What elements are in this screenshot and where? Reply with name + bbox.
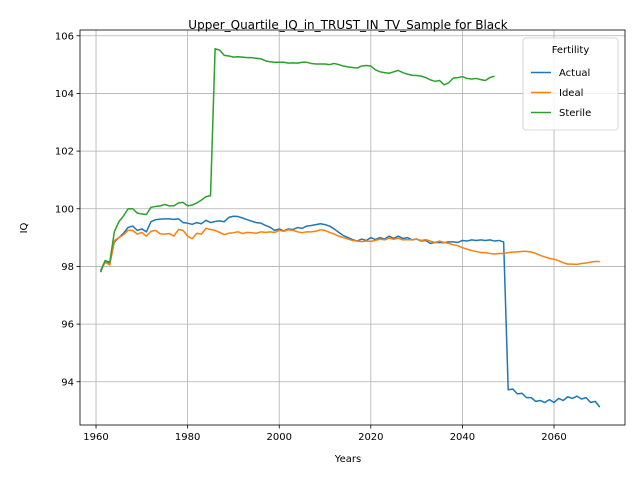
x-tick-label: 2000 <box>266 432 291 443</box>
y-tick-label: 102 <box>55 147 74 158</box>
x-tick-label: 1960 <box>83 432 108 443</box>
y-tick-label: 94 <box>61 377 74 388</box>
x-axis-ticks: 1960 1980 2000 2020 2040 2060 <box>83 425 567 443</box>
legend-label-sterile: Sterile <box>559 108 591 119</box>
legend-title: Fertility <box>552 45 590 56</box>
y-tick-label: 104 <box>55 89 74 100</box>
y-axis-ticks: 94 96 98 100 102 104 106 <box>55 31 80 388</box>
plot-lines <box>99 47 601 408</box>
x-tick-label: 1980 <box>175 432 200 443</box>
legend: Fertility Actual Ideal Sterile <box>522 37 619 131</box>
plot-frame <box>79 29 626 426</box>
x-tick-label: 2060 <box>541 432 566 443</box>
legend-box <box>522 37 619 131</box>
y-tick-label: 96 <box>61 320 74 331</box>
legend-label-actual: Actual <box>559 68 590 79</box>
y-axis-title: IQ <box>19 222 30 233</box>
x-tick-label: 2020 <box>358 432 383 443</box>
x-tick-label: 2040 <box>450 432 475 443</box>
y-tick-label: 106 <box>55 31 74 42</box>
chart-title: Upper_Quartile_IQ_in_TRUST_IN_TV_Sample … <box>188 18 507 32</box>
series-line-sterile <box>99 47 495 272</box>
series-line-ideal <box>99 227 600 272</box>
y-tick-label: 98 <box>61 262 74 273</box>
series-line-actual <box>99 215 601 408</box>
y-tick-label: 100 <box>55 204 74 215</box>
x-axis-title: Years <box>334 454 361 465</box>
legend-label-ideal: Ideal <box>559 88 583 99</box>
